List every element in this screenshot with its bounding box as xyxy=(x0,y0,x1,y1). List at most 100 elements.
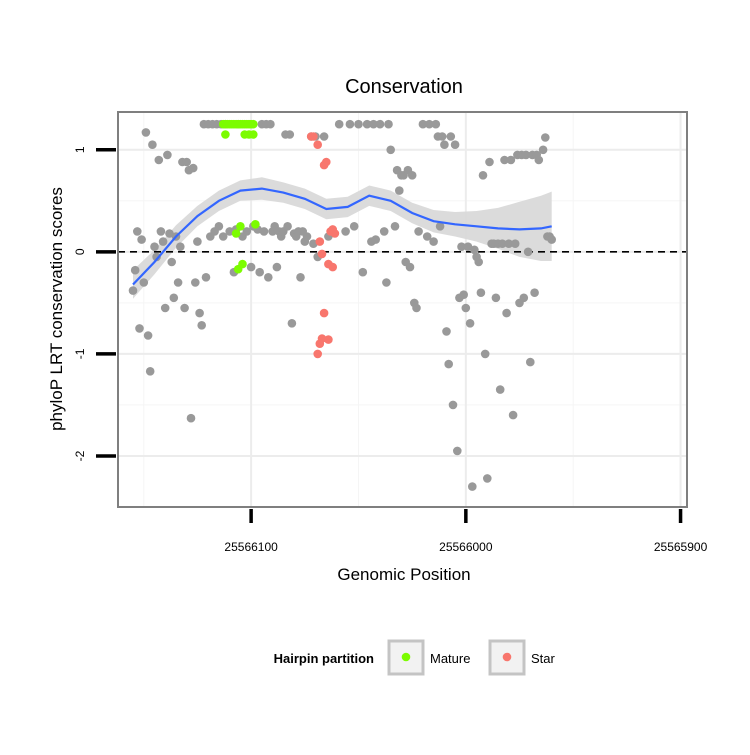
data-point xyxy=(437,132,447,141)
data-point xyxy=(141,128,151,137)
data-point-mature xyxy=(238,259,247,269)
data-point xyxy=(444,359,454,369)
data-point xyxy=(480,349,490,359)
data-point xyxy=(188,163,198,173)
data-point xyxy=(422,232,432,241)
data-point-star xyxy=(315,339,325,349)
data-point-mature xyxy=(231,229,241,238)
y-tick-label: -1 xyxy=(73,348,87,359)
data-point xyxy=(371,235,381,244)
data-point xyxy=(283,222,292,231)
data-point xyxy=(345,119,355,129)
smooth-line xyxy=(132,187,552,286)
data-point xyxy=(504,239,514,248)
x-tick-label: 25565900 xyxy=(654,540,708,554)
data-point-mature xyxy=(249,130,258,139)
data-point xyxy=(180,303,189,313)
data-point xyxy=(246,262,256,272)
data-point xyxy=(547,235,556,244)
data-point xyxy=(143,331,153,340)
data-point xyxy=(382,278,391,287)
data-point xyxy=(163,150,172,160)
legend-item-mature: Mature xyxy=(387,639,470,676)
data-point xyxy=(362,119,372,129)
data-point xyxy=(214,222,224,231)
data-point xyxy=(470,245,479,255)
data-point xyxy=(266,119,275,129)
data-point xyxy=(491,293,501,303)
data-point xyxy=(506,155,516,165)
data-point xyxy=(334,119,344,129)
data-point xyxy=(287,319,297,328)
data-point xyxy=(160,303,170,313)
smooth-ribbon-layer xyxy=(133,177,552,299)
data-point-star xyxy=(317,249,327,259)
legend-title: Hairpin partition xyxy=(274,651,374,666)
data-point xyxy=(495,385,505,394)
data-point xyxy=(135,324,144,333)
data-point xyxy=(446,132,456,141)
data-point xyxy=(429,237,438,246)
data-point xyxy=(176,242,185,251)
data-point xyxy=(169,293,179,303)
data-point xyxy=(541,133,550,142)
data-point xyxy=(435,222,445,231)
x-axis: 25566100 25566000 25565900 xyxy=(224,509,708,554)
data-point xyxy=(459,290,469,300)
data-point xyxy=(285,130,295,139)
data-point xyxy=(154,155,164,165)
data-point xyxy=(152,252,161,262)
data-point-star xyxy=(315,237,325,246)
data-point-star xyxy=(328,262,338,272)
data-point xyxy=(186,413,196,423)
data-point xyxy=(302,232,312,241)
data-point xyxy=(431,119,441,129)
points-layer xyxy=(128,119,556,491)
data-point xyxy=(442,327,451,336)
data-point xyxy=(150,242,159,251)
data-point xyxy=(319,132,329,141)
y-tick-label: 1 xyxy=(73,146,87,153)
data-point-star xyxy=(313,349,323,359)
legend-label-mature: Mature xyxy=(430,651,470,666)
data-point xyxy=(534,155,544,165)
data-point xyxy=(272,262,282,272)
data-point xyxy=(139,278,149,287)
x-tick-label: 25566100 xyxy=(224,540,278,554)
data-point xyxy=(201,273,211,282)
data-point xyxy=(296,273,305,282)
data-point xyxy=(354,119,363,129)
data-point xyxy=(440,140,449,149)
data-point xyxy=(418,119,428,129)
data-point xyxy=(521,150,531,160)
data-point xyxy=(158,237,168,246)
data-point xyxy=(463,242,473,251)
data-point xyxy=(448,400,458,410)
data-point xyxy=(390,222,400,231)
data-point xyxy=(375,119,385,129)
data-point xyxy=(264,273,273,282)
legend-mature-dot xyxy=(401,652,411,662)
data-point xyxy=(407,171,417,180)
data-point xyxy=(453,446,462,456)
data-point xyxy=(508,410,518,420)
data-point xyxy=(386,145,396,155)
y-tick-label: -2 xyxy=(73,450,87,461)
data-point xyxy=(461,303,471,313)
data-point xyxy=(130,265,140,275)
data-point xyxy=(165,229,174,238)
data-point xyxy=(384,119,393,129)
data-point-star xyxy=(330,229,340,238)
data-point-star xyxy=(309,132,318,141)
data-point-mature xyxy=(249,119,258,129)
data-point xyxy=(414,227,423,236)
legend-star-dot xyxy=(502,652,512,662)
data-point xyxy=(450,140,460,149)
data-point xyxy=(259,227,269,236)
data-point-mature xyxy=(221,130,230,139)
data-point xyxy=(148,140,157,149)
data-point xyxy=(173,278,183,287)
chart-title: Conservation xyxy=(345,76,463,98)
data-point xyxy=(498,239,507,248)
